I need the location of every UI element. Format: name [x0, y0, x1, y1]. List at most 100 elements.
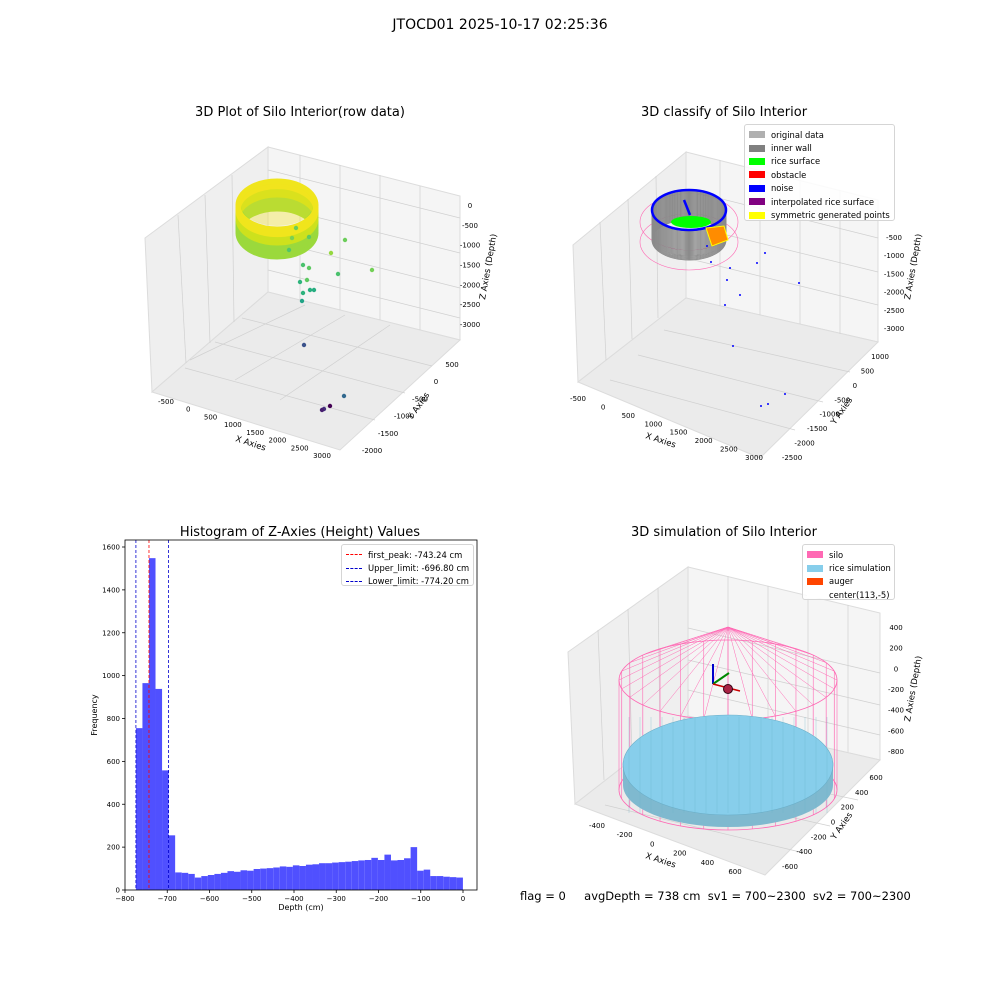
pane-back [267, 146, 461, 341]
silo-wall-ring [235, 186, 319, 240]
inner-wall-ring [651, 195, 727, 237]
inner-wall-ring [651, 219, 727, 261]
legend-swatch [346, 567, 362, 569]
inner-wall-ring [651, 204, 727, 246]
inner-wall-ring [651, 192, 727, 234]
silo-wall-ring [235, 178, 319, 232]
silo-roof-wire [727, 626, 797, 712]
x-tick-label: -500 [158, 398, 174, 406]
histogram-bar [227, 871, 235, 890]
rice-simulation-side [623, 765, 833, 827]
legend-swatch [807, 577, 823, 585]
scatter-point [306, 265, 312, 271]
silo-roof-wire [727, 626, 776, 645]
y-axis-label: Y Axies [829, 395, 856, 427]
inner-wall-ring [651, 207, 727, 249]
y-tick-label: 0 [831, 819, 835, 827]
histogram-bar [201, 876, 208, 890]
noise-point [710, 261, 712, 263]
scatter-point [300, 290, 306, 296]
x-axis-label: X Axies [644, 431, 677, 450]
silo-outline [639, 213, 739, 271]
silo-roof-wire [703, 626, 729, 720]
inner-wall-ring [651, 203, 727, 245]
inner-wall-ring [651, 216, 727, 258]
y-tick-label: -2000 [794, 440, 814, 448]
y-tick-label: -1500 [807, 425, 827, 433]
histogram-bar [305, 864, 313, 890]
x-tick-label: -500 [570, 395, 586, 403]
histogram-bar [430, 876, 437, 890]
inner-wall-ring [651, 215, 727, 257]
histogram-bar [377, 859, 385, 890]
x-axis-label: Depth (cm) [278, 903, 323, 912]
silo-roof-wire [727, 626, 753, 720]
x-tick-label: -200 [617, 831, 633, 839]
x-tick-label: −800 [115, 895, 134, 903]
histogram-bar [220, 872, 228, 890]
z-tick-label: 200 [889, 645, 902, 653]
silo-roof-wire [659, 626, 729, 649]
x-tick-label: −300 [327, 895, 346, 903]
inner-wall-ring [651, 206, 727, 248]
y-tick-label: -1000 [394, 413, 414, 421]
scatter-point [369, 267, 375, 273]
noise-point [739, 294, 741, 296]
legend-item: auger [807, 575, 890, 588]
legend-item: center(113,-5) [807, 588, 890, 601]
z-axis-label: Z Axies (Depth) [478, 233, 499, 300]
z-tick-label: -3000 [460, 321, 480, 329]
silo-roof-wire [727, 626, 814, 706]
histogram-bar [266, 868, 274, 890]
histogram-bar [443, 876, 450, 890]
inner-wall-ring [651, 214, 727, 256]
legend-label: Lower_limit: -774.20 cm [368, 576, 469, 587]
y-tick-label: 500 [861, 367, 874, 375]
x-tick-label: 0 [601, 403, 605, 411]
z-tick-label: -800 [888, 748, 904, 756]
histogram-bar [332, 862, 339, 890]
y-tick-label: 1400 [102, 586, 120, 594]
silo-roof-wire [680, 626, 729, 717]
chart-title: Histogram of Z-Axies (Height) Values [180, 525, 420, 540]
legend-label: obstacle [771, 169, 807, 180]
silo-roof-wire [727, 626, 797, 649]
histogram-bar [390, 860, 398, 890]
histogram-bar [188, 873, 195, 890]
legend-label: original data [771, 129, 824, 140]
scatter-point [342, 237, 348, 243]
x-tick-label: 1000 [645, 420, 663, 428]
pane-floor [150, 291, 462, 451]
histogram-bar [325, 863, 333, 890]
silo-roof-wire [727, 626, 827, 698]
x-tick-label: 3000 [313, 452, 331, 460]
histogram-bar [410, 847, 418, 890]
histogram-bar [436, 876, 444, 890]
noise-point [732, 345, 734, 347]
scatter-point [299, 298, 305, 304]
legend-simulation: silo rice simulation auger center(113,-5) [802, 544, 895, 600]
x-tick-label: 200 [673, 850, 686, 858]
silo-bottom-rim [618, 749, 838, 831]
x-tick-label: 3000 [745, 454, 763, 462]
noise-point [798, 282, 800, 284]
silo-roof-wire [629, 626, 729, 698]
legend-label: auger [829, 576, 854, 587]
silo-roof-wire [629, 626, 729, 663]
legend-item: first_peak: -743.24 cm [346, 548, 469, 561]
legend-label: center(113,-5) [829, 589, 890, 600]
pane-left [567, 566, 689, 805]
silo-roof-wire [618, 626, 729, 681]
z-tick-label: -1500 [460, 262, 480, 270]
pane-floor [577, 297, 880, 459]
scatter-point [293, 225, 299, 231]
z-tick-label: 400 [889, 624, 902, 632]
y-tick-label: 500 [445, 361, 458, 369]
legend-swatch [749, 157, 765, 165]
histogram-bar [155, 688, 163, 890]
y-tick-label: 400 [855, 789, 868, 797]
y-tick-label: 0 [853, 382, 857, 390]
z-axis-label: Z Axies (Depth) [903, 233, 924, 300]
silo-wall-ring [235, 184, 319, 238]
histogram-bar [181, 872, 189, 890]
